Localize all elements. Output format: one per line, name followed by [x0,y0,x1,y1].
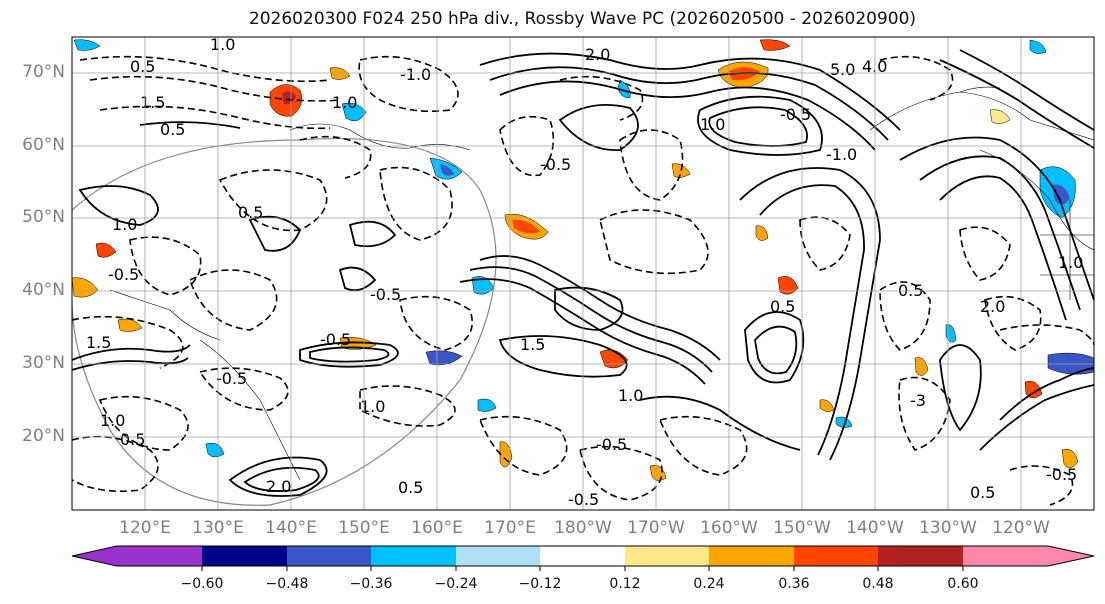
contour-label: 1.5 [86,333,111,352]
lat-label-20n: 20°N [22,426,65,446]
lon-label: 130°E [192,518,244,538]
colorbar-tick-label: −0.36 [349,576,393,592]
colorbar [71,545,1095,571]
positive-contours [72,49,1094,497]
colorbar-tick-label: 0.12 [609,576,641,592]
contour-labels: 1.0 0.5 1.5 1.0 -1.0 0.5 0.5 1.0 -0.5 -0… [86,35,1083,509]
lon-label: 170°E [484,518,536,538]
lon-label: 140°W [846,518,904,538]
contour-label: -0.5 [780,105,811,124]
colorbar-tick-label: 0.36 [778,576,810,592]
colorbar-bin [287,546,371,566]
colorbar-tick-label: 0.24 [693,576,725,592]
contour-label: 1.0 [360,397,385,416]
contour-label: 2.0 [980,297,1005,316]
lon-label: 160°E [411,518,463,538]
lon-label: 150°W [773,518,831,538]
lat-label-30n: 30°N [22,353,65,373]
contour-label: 0.5 [898,281,923,300]
colorbar-outline [71,545,1095,567]
colorbar-tick-label: 0.60 [947,576,979,592]
lon-label: 130°W [919,518,977,538]
map-title: 2026020300 F024 250 hPa div., Rossby Wav… [248,9,917,29]
contour-label: -0.5 [540,155,571,174]
colorbar-bin [794,546,878,566]
colorbar-bin [371,546,456,566]
contour-label: 1.0 [112,215,137,234]
colorbar-tick-label: −0.24 [434,576,478,592]
contour-label: 1.0 [1058,253,1083,272]
divergence-shading [72,39,1094,481]
colorbar-low-arrow [72,546,117,566]
colorbar-bin [625,546,709,566]
colorbar-bin [878,546,963,566]
contour-label: -0.5 [370,285,401,304]
contour-label: -0.5 [108,265,139,284]
contour-label: -1.0 [826,145,857,164]
lon-label: 150°E [338,518,390,538]
graticule [72,37,1094,510]
lon-label: 140°E [265,518,317,538]
colorbar-tick-label: −0.60 [180,576,224,592]
contour-label: -0.5 [216,369,247,388]
contour-label: 1.5 [520,335,545,354]
contour-label: 1.0 [700,115,725,134]
map-frame [71,36,1095,511]
contour-label: 1.0 [210,35,235,54]
contour-label: -0.5 [568,490,599,509]
contour-label: -0.5 [596,435,627,454]
lon-label: 170°W [627,518,685,538]
contour-label: 2.0 [585,45,610,64]
contour-label: -3 [910,391,926,410]
great-circle-outline [72,137,497,506]
contour-label: 1.0 [332,93,357,112]
lon-label: 120°W [992,518,1050,538]
contour-label: 0.5 [238,203,263,222]
colorbar-tick-label: 0.48 [862,576,894,592]
lat-label-50n: 50°N [22,207,65,227]
colorbar-bin [709,546,794,566]
colorbar-bin [456,546,540,566]
lon-label: 160°W [700,518,758,538]
contour-label: 1.5 [140,93,165,112]
contour-label: 2.0 [266,477,291,496]
contour-label: -1.0 [400,65,431,84]
colorbar-tick-label: −0.48 [265,576,309,592]
contour-label: 0.5 [160,120,185,139]
colorbar-tick-label: −0.12 [518,576,562,592]
lon-label: 180°W [554,518,612,538]
contour-label: 1.0 [100,411,125,430]
colorbar-bin [963,546,1048,566]
colorbar-high-arrow [1048,546,1094,566]
contour-label: 1.0 [618,386,643,405]
contour-label: 0.5 [970,483,995,502]
colorbar-bin [540,546,625,566]
contour-label: 0.5 [770,297,795,316]
lat-label-70n: 70°N [22,62,65,82]
lat-label-40n: 40°N [22,280,65,300]
lat-label-60n: 60°N [22,135,65,155]
contour-label: -0.5 [320,330,351,349]
colorbar-bin [117,546,202,566]
lon-label: 120°E [119,518,171,538]
colorbar-bin [202,546,287,566]
contour-label: 0.5 [120,430,145,449]
contour-label: 0.5 [130,57,155,76]
contour-label: 0.5 [398,478,423,497]
contour-label: -0.5 [1046,465,1077,484]
contour-label: 5.0 [830,60,855,79]
